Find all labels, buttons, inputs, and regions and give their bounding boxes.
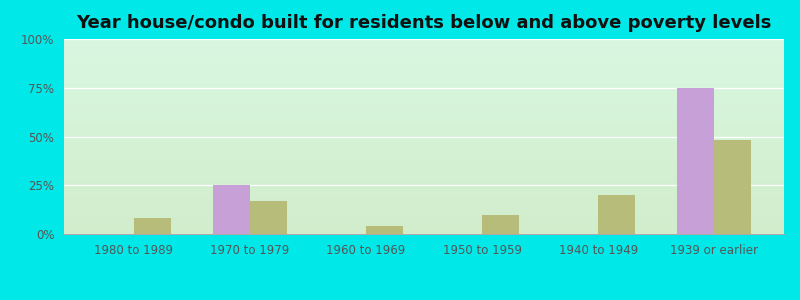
Title: Year house/condo built for residents below and above poverty levels: Year house/condo built for residents bel… bbox=[76, 14, 772, 32]
Bar bbox=[213, 185, 250, 234]
Bar bbox=[598, 195, 635, 234]
Bar bbox=[366, 226, 403, 234]
Bar bbox=[134, 218, 171, 234]
Bar bbox=[714, 140, 751, 234]
Bar bbox=[677, 88, 714, 234]
Bar bbox=[482, 214, 519, 234]
Bar bbox=[250, 201, 287, 234]
